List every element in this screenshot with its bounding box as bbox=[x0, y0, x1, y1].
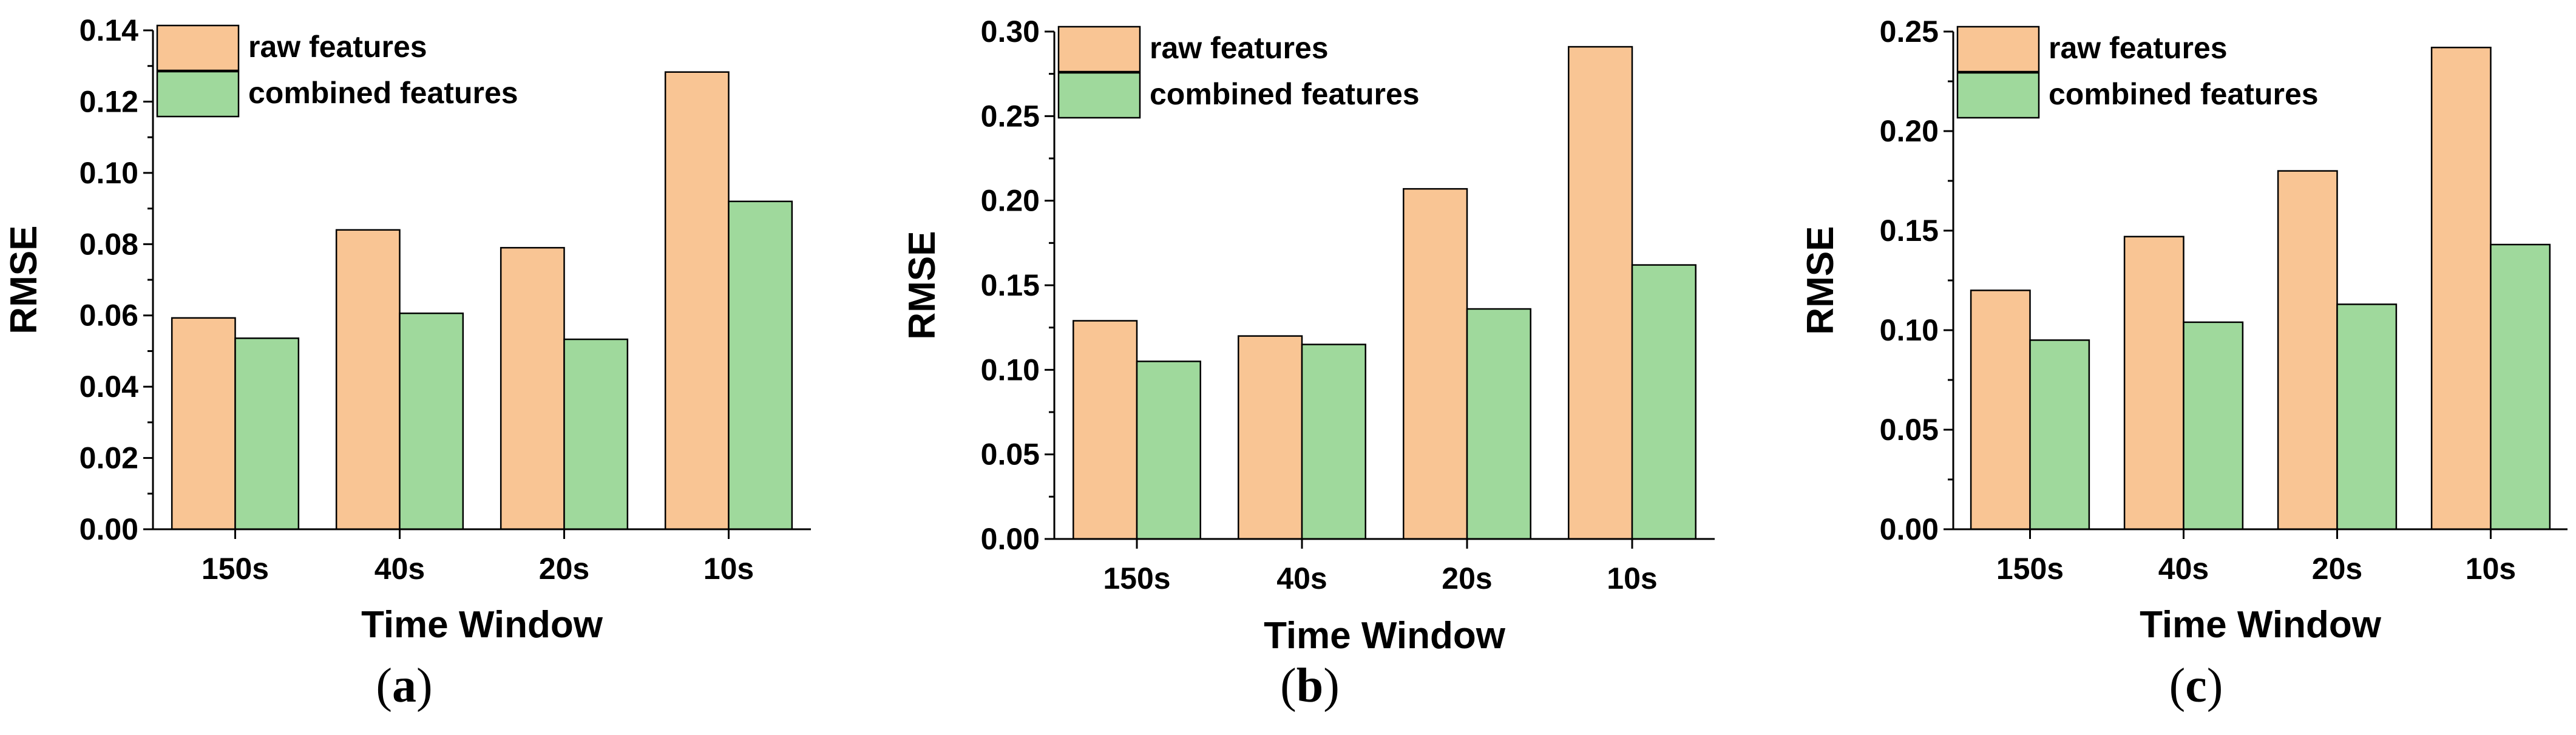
x-tick-label-10s-b: 10s bbox=[1607, 561, 1657, 595]
legend-label-combined-a: combined features bbox=[248, 76, 518, 110]
panel-caption-b: (b) bbox=[1280, 659, 1340, 713]
y-tick-label-a: 0.08 bbox=[80, 227, 138, 261]
y-tick-label-b: 0.10 bbox=[981, 353, 1040, 387]
y-tick-label-b: 0.15 bbox=[981, 268, 1040, 302]
y-tick-label-a: 0.00 bbox=[80, 512, 138, 546]
bar-raw-10s-a bbox=[664, 71, 730, 530]
x-tick-label-20s-a: 20s bbox=[539, 552, 589, 586]
y-tick-label-a: 0.12 bbox=[80, 84, 138, 118]
bar-combined-10s-a bbox=[728, 200, 793, 530]
y-tick-label-b: 0.20 bbox=[981, 184, 1040, 218]
bar-raw-10s-b bbox=[1568, 46, 1633, 540]
bar-combined-150s-c bbox=[2029, 339, 2090, 530]
bar-raw-20s-b bbox=[1403, 188, 1468, 540]
y-axis-title-c: RMSE bbox=[1800, 226, 1842, 334]
panel-caption-a: (a) bbox=[376, 659, 433, 713]
bar-combined-40s-b bbox=[1301, 344, 1366, 540]
y-tick-label-c: 0.20 bbox=[1880, 114, 1939, 148]
x-tick-label-40s-b: 40s bbox=[1276, 561, 1327, 595]
bar-raw-20s-c bbox=[2277, 170, 2338, 530]
y-tick-label-a: 0.10 bbox=[80, 156, 138, 190]
y-tick-label-a: 0.04 bbox=[80, 370, 139, 404]
x-axis-title-c: Time Window bbox=[2140, 604, 2382, 646]
legend-c: raw features combined features bbox=[1956, 25, 2319, 119]
x-tick-label-150s-b: 150s bbox=[1103, 561, 1170, 595]
y-tick-label-c: 0.00 bbox=[1880, 512, 1939, 546]
legend-label-raw-a: raw features bbox=[248, 30, 427, 64]
legend-swatch-combined-a bbox=[156, 70, 240, 118]
x-tick-label-150s-a: 150s bbox=[202, 552, 269, 586]
y-tick-label-c: 0.10 bbox=[1880, 313, 1939, 347]
chart-panel-b: 0.00 0.05 0.10 0.15 0.20 0.25 0.30 150s 40s 20s 10… bbox=[901, 15, 1715, 657]
y-tick-label-b: 0.05 bbox=[981, 438, 1040, 472]
x-tick-label-20s-b: 20s bbox=[1442, 561, 1492, 595]
panel-caption-c: (c) bbox=[2169, 659, 2223, 713]
x-tick-label-40s-c: 40s bbox=[2158, 552, 2209, 586]
chart-panel-a: 0.00 0.02 0.04 0.06 0.08 0.10 0.12 0.14 150s 40s 2… bbox=[3, 13, 811, 646]
legend-a: raw features combined features bbox=[156, 24, 518, 118]
bar-combined-40s-c bbox=[2183, 321, 2244, 530]
y-tick-label-a: 0.02 bbox=[80, 441, 138, 475]
y-axis-title-b: RMSE bbox=[901, 231, 943, 339]
bar-combined-20s-a bbox=[563, 338, 629, 530]
x-tick-label-20s-c: 20s bbox=[2312, 552, 2362, 586]
bar-combined-10s-b bbox=[1631, 264, 1696, 540]
x-tick-label-10s-c: 10s bbox=[2466, 552, 2516, 586]
x-axis-title-b: Time Window bbox=[1264, 615, 1506, 657]
x-tick-label-150s-c: 150s bbox=[1996, 552, 2064, 586]
bar-combined-150s-b bbox=[1136, 361, 1201, 540]
bar-combined-20s-b bbox=[1466, 308, 1531, 540]
y-tick-label-c: 0.25 bbox=[1880, 15, 1939, 49]
legend-swatch-combined-c bbox=[1956, 72, 2040, 119]
y-tick-label-b: 0.00 bbox=[981, 522, 1040, 556]
legend-swatch-raw-b bbox=[1057, 25, 1141, 73]
y-tick-label-b: 0.25 bbox=[981, 99, 1040, 133]
x-tick-label-40s-a: 40s bbox=[375, 552, 425, 586]
legend-label-raw-c: raw features bbox=[2049, 31, 2228, 65]
bar-raw-150s-b bbox=[1073, 320, 1138, 540]
legend-label-raw-b: raw features bbox=[1150, 31, 1329, 65]
x-axis-title-a: Time Window bbox=[361, 604, 603, 646]
legend-label-combined-b: combined features bbox=[1150, 77, 1420, 111]
bar-combined-40s-a bbox=[399, 312, 464, 530]
y-tick-label-b: 0.30 bbox=[981, 15, 1040, 49]
bar-raw-40s-b bbox=[1238, 335, 1303, 540]
bar-combined-150s-a bbox=[234, 337, 300, 530]
bar-raw-20s-a bbox=[500, 246, 565, 530]
bar-raw-10s-c bbox=[2430, 46, 2492, 530]
legend-swatch-combined-b bbox=[1057, 72, 1141, 119]
bar-combined-20s-c bbox=[2336, 303, 2398, 530]
bar-raw-150s-c bbox=[1970, 290, 2031, 530]
legend-swatch-raw-a bbox=[156, 24, 240, 72]
legend-b: raw features combined features bbox=[1057, 25, 1420, 119]
bar-raw-150s-a bbox=[171, 317, 236, 530]
bar-raw-40s-a bbox=[335, 229, 401, 530]
y-axis-title-a: RMSE bbox=[3, 225, 45, 334]
bar-raw-40s-c bbox=[2123, 235, 2185, 530]
y-tick-label-c: 0.05 bbox=[1880, 413, 1939, 447]
legend-swatch-raw-c bbox=[1956, 25, 2040, 73]
chart-panel-c: 0.00 0.05 0.10 0.15 0.20 0.25 150s 40s 20s 10s Tim… bbox=[1800, 15, 2568, 646]
x-tick-label-10s-a: 10s bbox=[703, 552, 754, 586]
legend-label-combined-c: combined features bbox=[2049, 77, 2319, 111]
y-tick-label-c: 0.15 bbox=[1880, 214, 1939, 248]
y-tick-label-a: 0.06 bbox=[80, 299, 138, 333]
y-tick-label-a: 0.14 bbox=[80, 13, 139, 47]
bar-combined-10s-c bbox=[2490, 243, 2551, 530]
